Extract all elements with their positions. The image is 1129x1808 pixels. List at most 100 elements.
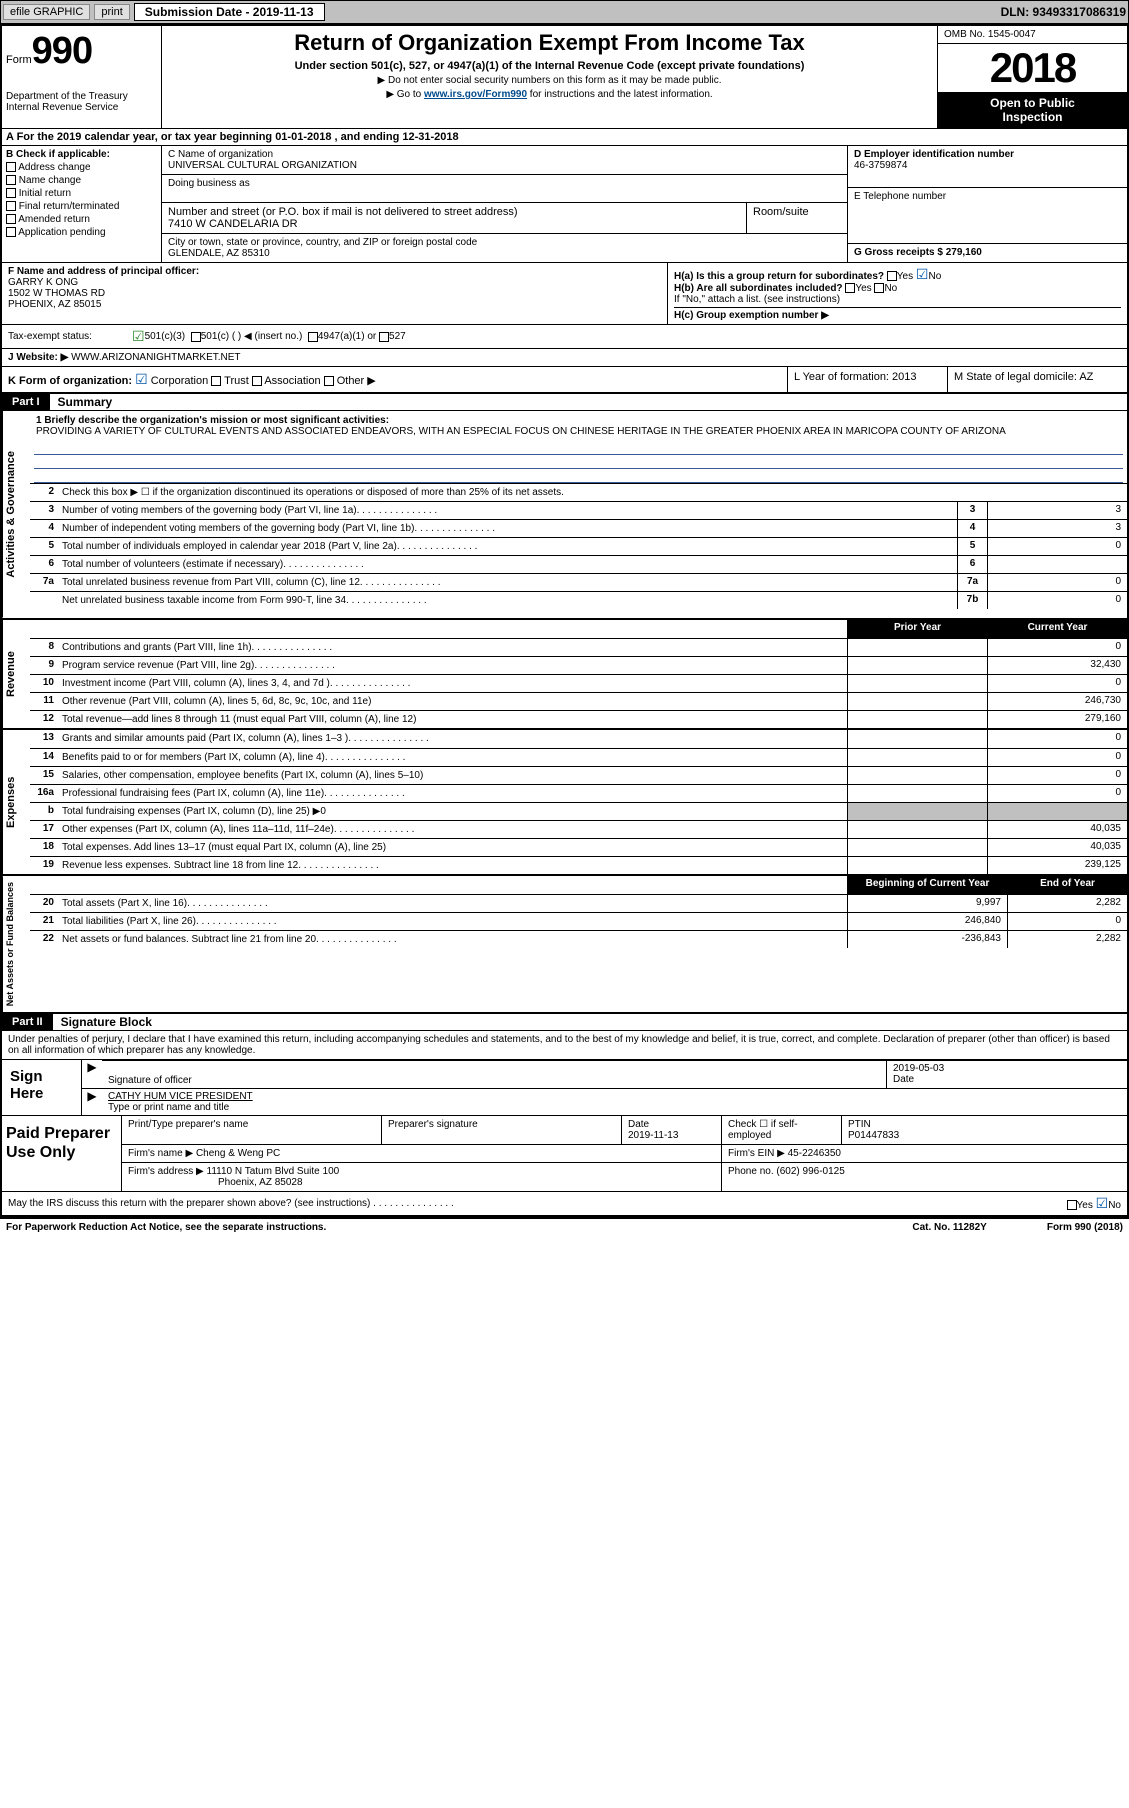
cb-trust[interactable] xyxy=(211,376,221,386)
cb-addr[interactable]: Address change xyxy=(6,162,157,173)
prep-sig-h: Preparer's signature xyxy=(382,1116,622,1144)
cb-final[interactable]: Final return/terminated xyxy=(6,201,157,212)
ptin-label: PTIN xyxy=(848,1119,871,1130)
line1: 1 Briefly describe the organization's mi… xyxy=(30,411,1127,441)
dept-treasury: Department of the Treasury xyxy=(6,91,157,102)
org-name: UNIVERSAL CULTURAL ORGANIZATION xyxy=(168,160,841,171)
prep-self-emp: Check ☐ if self-employed xyxy=(722,1116,842,1144)
line16a-curr: 0 xyxy=(987,785,1127,802)
box-c: C Name of organization UNIVERSAL CULTURA… xyxy=(162,146,847,262)
part2-badge: Part II xyxy=(2,1014,53,1030)
pra-notice: For Paperwork Reduction Act Notice, see … xyxy=(6,1222,326,1233)
line16b-desc: Total fundraising expenses (Part IX, col… xyxy=(58,803,847,820)
line12-prior xyxy=(847,711,987,728)
line5-val: 0 xyxy=(987,538,1127,555)
form-subtitle: Under section 501(c), 527, or 4947(a)(1)… xyxy=(168,60,931,72)
arrow-icon: ▶ xyxy=(82,1089,102,1115)
topbar: efile GRAPHIC print Submission Date - 20… xyxy=(0,0,1129,24)
header-right: OMB No. 1545-0047 2018 Open to Public In… xyxy=(937,26,1127,128)
year-formation: L Year of formation: 2013 xyxy=(787,367,947,392)
form-number: 990 xyxy=(32,30,92,72)
line6-val xyxy=(987,556,1127,573)
sig-date: 2019-05-03 xyxy=(893,1063,1121,1074)
firm-addr2: Phoenix, AZ 85028 xyxy=(218,1177,303,1188)
irs-link[interactable]: www.irs.gov/Form990 xyxy=(424,89,527,100)
arrow-icon: ▶ xyxy=(82,1060,102,1088)
part1-title: Summary xyxy=(58,395,113,409)
part1-header: Part I Summary xyxy=(2,392,1127,410)
discuss-yes[interactable] xyxy=(1067,1200,1077,1210)
cb-501c[interactable] xyxy=(191,332,201,342)
line4-desc: Number of independent voting members of … xyxy=(58,520,957,537)
officer-addr1: 1502 W THOMAS RD xyxy=(8,288,661,299)
instr2-pre: ▶ Go to xyxy=(386,89,424,100)
ein-cell: D Employer identification number 46-3759… xyxy=(848,146,1127,188)
irs-label: Internal Revenue Service xyxy=(6,102,157,113)
instr-2: ▶ Go to www.irs.gov/Form990 for instruct… xyxy=(168,89,931,100)
mission-text: PROVIDING A VARIETY OF CULTURAL EVENTS A… xyxy=(36,426,1006,437)
line19-desc: Revenue less expenses. Subtract line 18 … xyxy=(58,857,847,874)
print-button[interactable]: print xyxy=(94,4,129,20)
cb-app[interactable]: Application pending xyxy=(6,227,157,238)
box-f: F Name and address of principal officer:… xyxy=(2,263,667,324)
form-footer: Form 990 (2018) xyxy=(1047,1222,1123,1233)
open-public: Open to Public Inspection xyxy=(938,92,1127,128)
line14-prior xyxy=(847,749,987,766)
officer-label: F Name and address of principal officer: xyxy=(8,266,661,277)
hb-yes[interactable] xyxy=(845,283,855,293)
check-icon: ☑ xyxy=(1096,1195,1109,1211)
side-activities: Activities & Governance xyxy=(2,411,30,618)
line15-curr: 0 xyxy=(987,767,1127,784)
end-header: End of Year xyxy=(1007,876,1127,894)
revenue-section: Revenue Prior YearCurrent Year 8Contribu… xyxy=(2,618,1127,728)
cb-4947[interactable] xyxy=(308,332,318,342)
part1-badge: Part I xyxy=(2,394,50,410)
firm-name: Cheng & Weng PC xyxy=(196,1148,280,1159)
cb-name[interactable]: Name change xyxy=(6,175,157,186)
org-name-label: C Name of organization xyxy=(168,149,841,160)
cb-assoc[interactable] xyxy=(252,376,262,386)
cb-amend[interactable]: Amended return xyxy=(6,214,157,225)
room-label: Room/suite xyxy=(747,203,847,233)
k-label: K Form of organization: xyxy=(8,375,132,387)
begin-header: Beginning of Current Year xyxy=(847,876,1007,894)
firm-addr1: 11110 N Tatum Blvd Suite 100 xyxy=(207,1166,340,1177)
box-b: B Check if applicable: Address change Na… xyxy=(2,146,162,262)
cb-527[interactable] xyxy=(379,332,389,342)
line13-desc: Grants and similar amounts paid (Part IX… xyxy=(58,730,847,748)
expenses-section: Expenses 13Grants and similar amounts pa… xyxy=(2,728,1127,874)
ha-label: H(a) Is this a group return for subordin… xyxy=(674,271,884,282)
line4-val: 3 xyxy=(987,520,1127,537)
phone-label: E Telephone number xyxy=(854,191,1121,202)
line7a-val: 0 xyxy=(987,574,1127,591)
instr-1: ▶ Do not enter social security numbers o… xyxy=(168,75,931,86)
discuss-label: May the IRS discuss this return with the… xyxy=(8,1198,454,1209)
gray-cell xyxy=(987,803,1127,820)
hb-row: H(b) Are all subordinates included? Yes … xyxy=(674,283,1121,294)
line2: Check this box ▶ ☐ if the organization d… xyxy=(58,484,1127,501)
blue-line xyxy=(34,455,1123,469)
open-public-1: Open to Public xyxy=(942,96,1123,110)
line19-curr: 239,125 xyxy=(987,857,1127,874)
ptin-val: P01447833 xyxy=(848,1130,899,1141)
hb-note: If "No," attach a list. (see instruction… xyxy=(674,294,1121,305)
city-val: GLENDALE, AZ 85310 xyxy=(168,248,841,259)
cb-init[interactable]: Initial return xyxy=(6,188,157,199)
line15-desc: Salaries, other compensation, employee b… xyxy=(58,767,847,784)
cb-other[interactable] xyxy=(324,376,334,386)
hc-label: H(c) Group exemption number ▶ xyxy=(674,310,829,321)
cat-no: Cat. No. 11282Y xyxy=(912,1222,986,1233)
org-name-cell: C Name of organization UNIVERSAL CULTURA… xyxy=(162,146,847,175)
firm-ein: 45-2246350 xyxy=(788,1148,841,1159)
line11-desc: Other revenue (Part VIII, column (A), li… xyxy=(58,693,847,710)
ha-yes[interactable] xyxy=(887,271,897,281)
officer-name-title: CATHY HUM VICE PRESIDENT xyxy=(108,1091,1121,1102)
addr-cell: Number and street (or P.O. box if mail i… xyxy=(162,203,847,234)
discuss-row: May the IRS discuss this return with the… xyxy=(2,1191,1127,1215)
hb-no[interactable] xyxy=(874,283,884,293)
box-d: D Employer identification number 46-3759… xyxy=(847,146,1127,262)
firm-ein-l: Firm's EIN ▶ xyxy=(728,1148,785,1159)
omb-number: OMB No. 1545-0047 xyxy=(938,26,1127,44)
ein-val: 46-3759874 xyxy=(854,160,1121,171)
line3-val: 3 xyxy=(987,502,1127,519)
